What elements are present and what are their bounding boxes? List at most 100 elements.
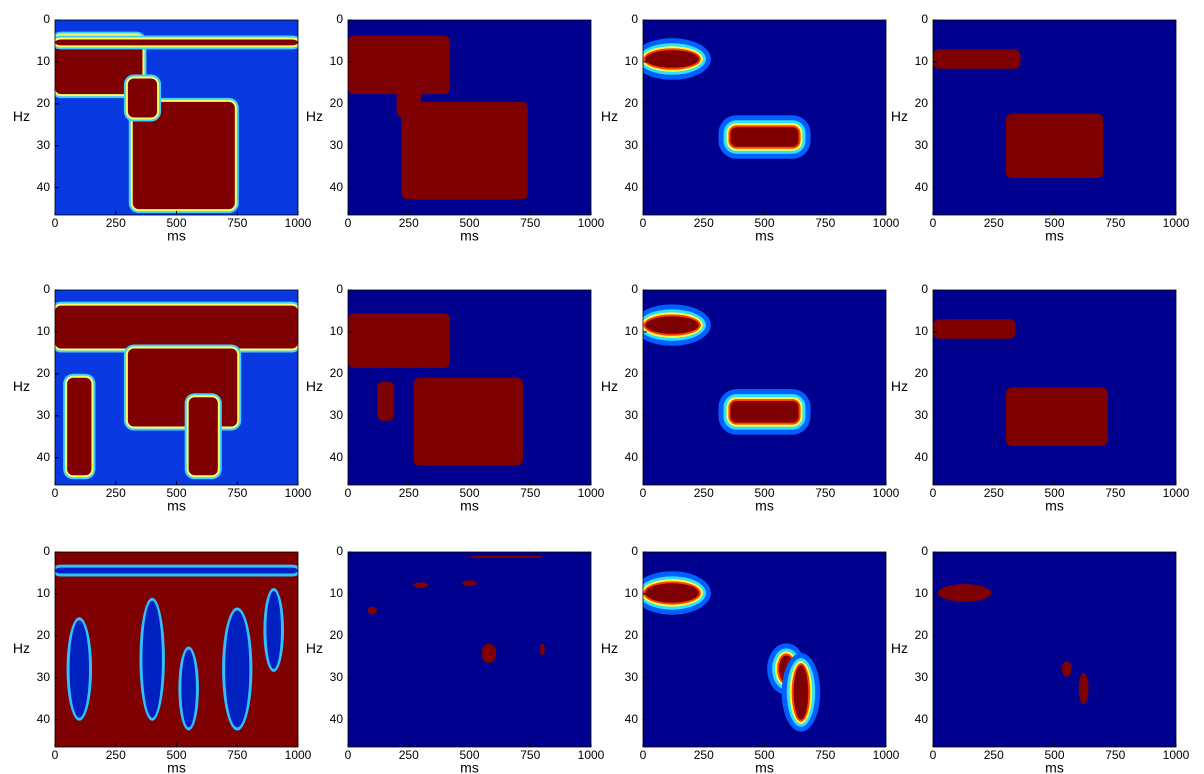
- panel: 0 250 500 750 1000 0 10 20 30 40 ms Hz: [306, 12, 605, 244]
- blob: [469, 555, 543, 558]
- panel: 0 250 500 750 1000 0 10 20 30 40 ms Hz: [891, 544, 1190, 774]
- blob: [55, 35, 143, 95]
- y-tick-label: 30: [915, 138, 929, 152]
- blob: [142, 600, 162, 718]
- blob: [730, 127, 799, 147]
- blob: [933, 49, 1021, 69]
- y-axis-label: Hz: [13, 108, 30, 124]
- x-tick-label: 750: [520, 748, 540, 762]
- blob: [55, 305, 298, 349]
- y-tick-label: 0: [43, 544, 50, 558]
- x-tick-label: 1000: [1163, 486, 1190, 500]
- heatmap: [933, 552, 1176, 747]
- blob: [933, 319, 1016, 339]
- y-tick-label: 10: [915, 586, 929, 600]
- x-tick-label: 750: [815, 216, 835, 230]
- x-tick-label: 1000: [873, 748, 900, 762]
- y-axis-label: Hz: [601, 640, 618, 656]
- x-tick-label: 1000: [1163, 748, 1190, 762]
- y-tick-label: 40: [625, 712, 639, 726]
- y-tick-label: 0: [921, 544, 928, 558]
- heatmap: [933, 290, 1176, 485]
- blob: [132, 101, 235, 210]
- y-tick-label: 0: [43, 282, 50, 296]
- heatmap: [55, 20, 298, 215]
- x-tick-label: 500: [459, 216, 479, 230]
- y-axis-label: Hz: [306, 108, 323, 124]
- x-tick-label: 750: [1105, 486, 1125, 500]
- y-tick-label: 40: [330, 180, 344, 194]
- x-tick-label: 250: [399, 748, 419, 762]
- x-tick-label: 250: [106, 216, 126, 230]
- y-tick-label: 30: [915, 670, 929, 684]
- y-tick-label: 0: [336, 544, 343, 558]
- y-tick-label: 10: [625, 586, 639, 600]
- x-tick-label: 500: [754, 216, 774, 230]
- x-tick-label: 500: [166, 486, 186, 500]
- y-tick-label: 40: [625, 180, 639, 194]
- heatmap: [933, 20, 1176, 215]
- y-tick-label: 40: [330, 450, 344, 464]
- x-tick-label: 750: [1105, 216, 1125, 230]
- x-tick-label: 0: [930, 216, 937, 230]
- x-tick-label: 750: [815, 748, 835, 762]
- x-axis-label: ms: [1045, 498, 1064, 514]
- x-tick-label: 250: [399, 486, 419, 500]
- x-tick-label: 250: [399, 216, 419, 230]
- y-tick-label: 20: [915, 628, 929, 642]
- x-tick-label: 500: [1044, 216, 1064, 230]
- y-tick-label: 30: [625, 670, 639, 684]
- x-tick-label: 0: [345, 486, 352, 500]
- blob: [69, 620, 90, 718]
- x-axis-label: ms: [167, 760, 186, 774]
- y-tick-label: 40: [625, 450, 639, 464]
- x-tick-label: 1000: [578, 748, 605, 762]
- x-tick-label: 0: [345, 216, 352, 230]
- y-tick-label: 10: [37, 54, 51, 68]
- y-tick-label: 10: [37, 586, 51, 600]
- x-tick-label: 250: [106, 748, 126, 762]
- x-tick-label: 1000: [285, 748, 312, 762]
- x-tick-label: 750: [227, 748, 247, 762]
- y-tick-label: 0: [43, 12, 50, 26]
- blob: [645, 50, 699, 68]
- x-tick-label: 500: [166, 748, 186, 762]
- y-tick-label: 20: [915, 96, 929, 110]
- x-tick-label: 500: [459, 486, 479, 500]
- x-tick-label: 500: [459, 748, 479, 762]
- blob: [225, 610, 250, 728]
- blob: [413, 377, 523, 466]
- heatmap: [348, 290, 591, 485]
- blob: [67, 377, 92, 476]
- x-tick-label: 750: [227, 486, 247, 500]
- x-tick-label: 500: [1044, 748, 1064, 762]
- x-tick-label: 250: [984, 216, 1004, 230]
- heatmap: [348, 20, 591, 215]
- x-tick-label: 0: [345, 748, 352, 762]
- x-tick-label: 750: [815, 486, 835, 500]
- blob: [539, 643, 545, 656]
- x-tick-label: 1000: [873, 216, 900, 230]
- x-tick-label: 0: [640, 486, 647, 500]
- y-tick-label: 30: [330, 408, 344, 422]
- panel: 0 250 500 750 1000 0 10 20 30 40 ms Hz: [601, 12, 900, 244]
- blob: [367, 606, 378, 615]
- panel: 0 250 500 750 1000 0 10 20 30 40 ms Hz: [601, 282, 900, 514]
- blob: [181, 649, 196, 728]
- x-tick-label: 250: [694, 216, 714, 230]
- x-tick-label: 0: [640, 216, 647, 230]
- y-tick-label: 20: [330, 366, 344, 380]
- x-tick-label: 750: [227, 216, 247, 230]
- blob: [1078, 672, 1089, 705]
- x-tick-label: 1000: [873, 486, 900, 500]
- blob: [1005, 113, 1104, 178]
- y-tick-label: 20: [625, 366, 639, 380]
- y-axis-label: Hz: [13, 378, 30, 394]
- y-tick-label: 30: [330, 670, 344, 684]
- x-tick-label: 1000: [285, 486, 312, 500]
- heatmap: [55, 552, 298, 747]
- y-tick-label: 10: [37, 324, 51, 338]
- blob: [793, 665, 809, 720]
- x-tick-label: 0: [52, 486, 59, 500]
- y-tick-label: 40: [915, 180, 929, 194]
